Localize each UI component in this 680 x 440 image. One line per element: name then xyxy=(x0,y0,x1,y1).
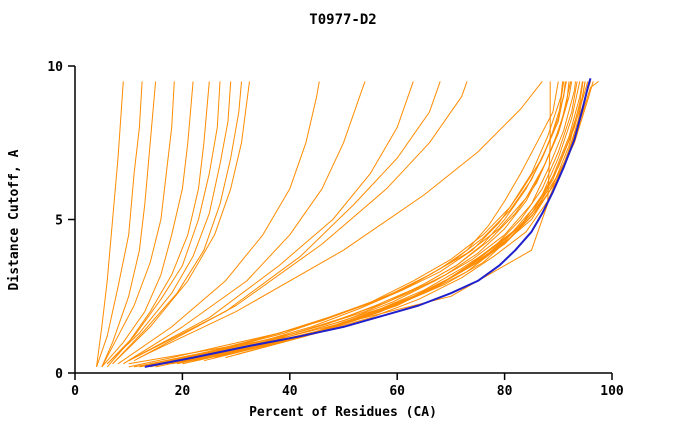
model-curve xyxy=(117,81,320,365)
model-curve xyxy=(106,81,221,365)
model-curve xyxy=(112,81,250,365)
model-curve xyxy=(128,81,441,362)
model-curve xyxy=(96,81,124,367)
x-axis-ticks: 0 20 40 60 80 100 xyxy=(71,373,624,399)
model-curve xyxy=(101,81,157,368)
x-tick-label: 0 xyxy=(71,384,79,399)
x-tick-label: 60 xyxy=(389,384,405,399)
y-tick-label: 0 xyxy=(55,367,63,382)
model-curve xyxy=(106,81,232,365)
model-curve xyxy=(96,81,143,368)
consensus-line-group xyxy=(144,78,592,368)
model-curve xyxy=(106,81,210,368)
model-curve xyxy=(128,81,414,362)
x-tick-label: 20 xyxy=(175,384,191,399)
x-tick-label: 100 xyxy=(600,384,624,399)
model-curve xyxy=(176,81,581,365)
x-tick-label: 80 xyxy=(497,384,513,399)
consensus-curve xyxy=(144,78,592,368)
model-curve xyxy=(235,81,599,356)
model-curve xyxy=(144,81,565,368)
model-curve xyxy=(133,81,468,362)
model-curve xyxy=(112,81,242,365)
model-curve xyxy=(101,81,175,368)
model-curve xyxy=(155,81,570,368)
model-curve xyxy=(139,81,543,359)
y-axis-ticks: 0 5 10 xyxy=(47,60,75,382)
y-axis-label: Distance Cutoff, A xyxy=(7,149,22,290)
x-axis-label: Percent of Residues (CA) xyxy=(249,405,437,420)
y-tick-label: 10 xyxy=(47,60,63,75)
model-lines-group xyxy=(96,81,599,368)
y-tick-label: 5 xyxy=(55,214,63,229)
model-curve xyxy=(166,81,576,365)
x-tick-label: 40 xyxy=(282,384,298,399)
model-curve xyxy=(123,81,366,365)
model-curve xyxy=(134,81,566,368)
chart-title: T0977-D2 xyxy=(309,12,376,28)
model-curve xyxy=(101,81,194,368)
